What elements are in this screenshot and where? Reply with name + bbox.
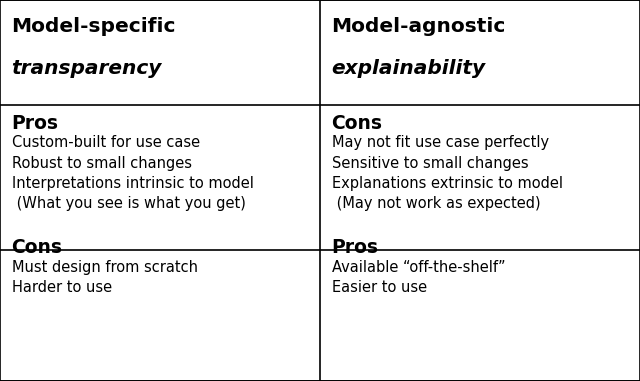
Text: transparency: transparency xyxy=(12,59,162,78)
Text: Model-specific: Model-specific xyxy=(12,17,176,36)
Text: Pros: Pros xyxy=(332,238,378,257)
Text: Custom-built for use case
Robust to small changes
Interpretations intrinsic to m: Custom-built for use case Robust to smal… xyxy=(12,135,253,211)
Text: Pros: Pros xyxy=(12,114,58,133)
Text: Cons: Cons xyxy=(12,238,63,257)
Text: Cons: Cons xyxy=(332,114,383,133)
Text: May not fit use case perfectly
Sensitive to small changes
Explanations extrinsic: May not fit use case perfectly Sensitive… xyxy=(332,135,563,211)
Text: Available “off-the-shelf”
Easier to use: Available “off-the-shelf” Easier to use xyxy=(332,260,505,295)
Text: Model-agnostic: Model-agnostic xyxy=(332,17,506,36)
Text: explainability: explainability xyxy=(332,59,486,78)
Text: Must design from scratch
Harder to use: Must design from scratch Harder to use xyxy=(12,260,198,295)
